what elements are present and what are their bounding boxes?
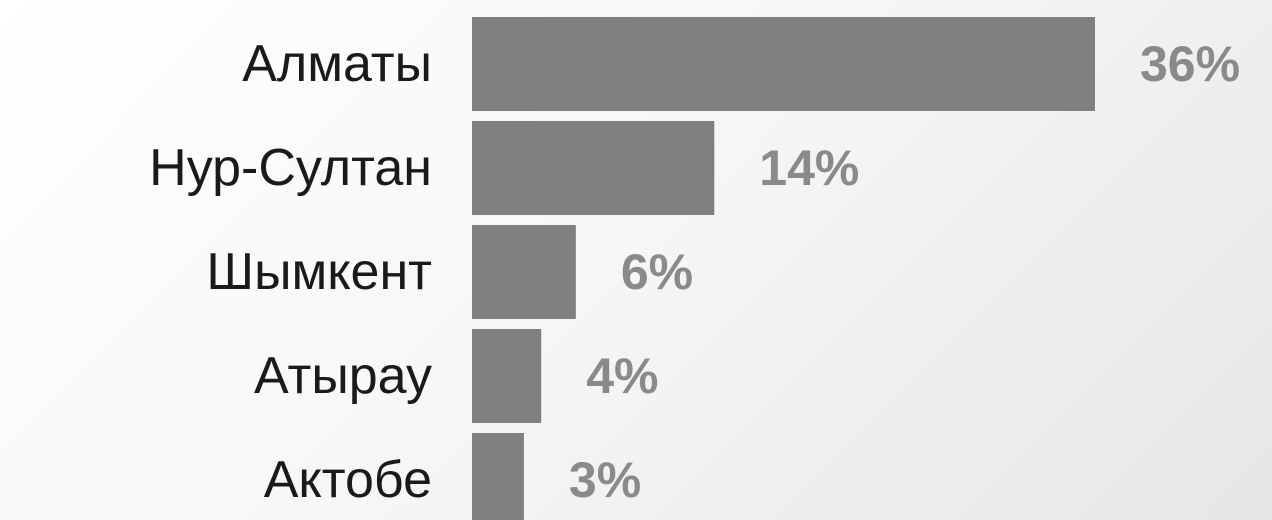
bar	[472, 17, 1095, 111]
value-label: 4%	[586, 348, 658, 404]
category-labels: Алматы Нур-Султан Шымкент Атырау Актобе	[149, 35, 432, 509]
bar	[472, 225, 576, 319]
bars	[472, 17, 1095, 520]
value-label: 14%	[759, 140, 859, 196]
category-label: Алматы	[242, 35, 432, 93]
value-label: 6%	[621, 244, 693, 300]
bar	[472, 329, 542, 423]
value-label: 3%	[569, 452, 641, 508]
value-labels: 36% 14% 6% 4% 3%	[569, 36, 1240, 508]
category-label: Атырау	[254, 347, 432, 405]
category-label: Нур-Султан	[149, 139, 432, 197]
value-label: 36%	[1140, 36, 1240, 92]
bar	[472, 433, 524, 520]
category-label: Шымкент	[206, 243, 432, 301]
bar	[472, 121, 715, 215]
category-label: Актобе	[264, 451, 432, 509]
